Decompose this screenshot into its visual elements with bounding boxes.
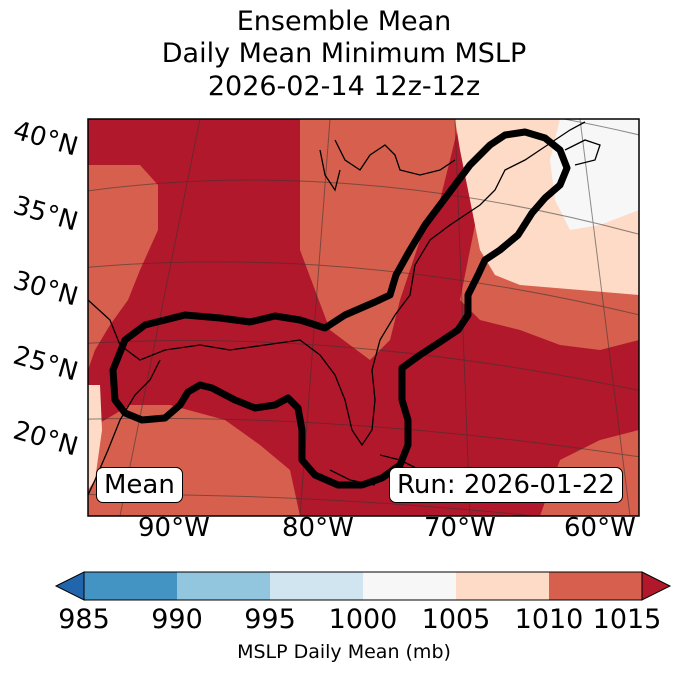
run-label: Run: 2026-01-22 [389, 467, 623, 503]
field-1000-1005-west [88, 385, 102, 490]
colorbar-bin-990-995 [177, 572, 270, 600]
title-line-1: Ensemble Mean [236, 6, 452, 37]
colorbar-extend-high [641, 571, 672, 601]
colorbar-bin-985-990 [84, 572, 177, 600]
colorbar-tick-1015: 1015 [592, 604, 662, 635]
colorbar-tick-1005: 1005 [421, 604, 491, 635]
title-line-3: 2026-02-14 12z-12z [207, 71, 481, 102]
colorbar-extend-low [54, 571, 85, 601]
field-1005-1010-northeast [300, 119, 460, 360]
colorbar-bin-1010-1015 [549, 572, 642, 600]
map-panel [88, 119, 639, 516]
colorbar-bin-1005-1010 [456, 572, 549, 600]
colorbar-bin-1000-1005 [363, 572, 456, 600]
colorbar-tick-985: 985 [58, 604, 110, 635]
lon-label-60w: 60°W [564, 513, 636, 543]
colorbar-tick-1000: 1000 [328, 604, 398, 635]
field-1005-1010-west [88, 165, 158, 370]
colorbar-bin-995-1000 [270, 572, 363, 600]
title-line-2: Daily Mean Minimum MSLP [161, 38, 527, 69]
colorbar-tick-1010: 1010 [514, 604, 584, 635]
colorbar [54, 571, 672, 601]
colorbar-tick-990: 990 [151, 604, 203, 635]
colorbar-frame [83, 571, 643, 601]
colorbar-title: MSLP Daily Mean (mb) [237, 641, 451, 663]
lon-label-80w: 80°W [282, 513, 354, 543]
lon-label-70w: 70°W [424, 513, 496, 543]
mean-label: Mean [96, 467, 183, 503]
contour-line [109, 128, 571, 489]
map-frame [87, 118, 640, 517]
lon-label-90w: 90°W [138, 513, 210, 543]
colorbar-tick-995: 995 [244, 604, 296, 635]
